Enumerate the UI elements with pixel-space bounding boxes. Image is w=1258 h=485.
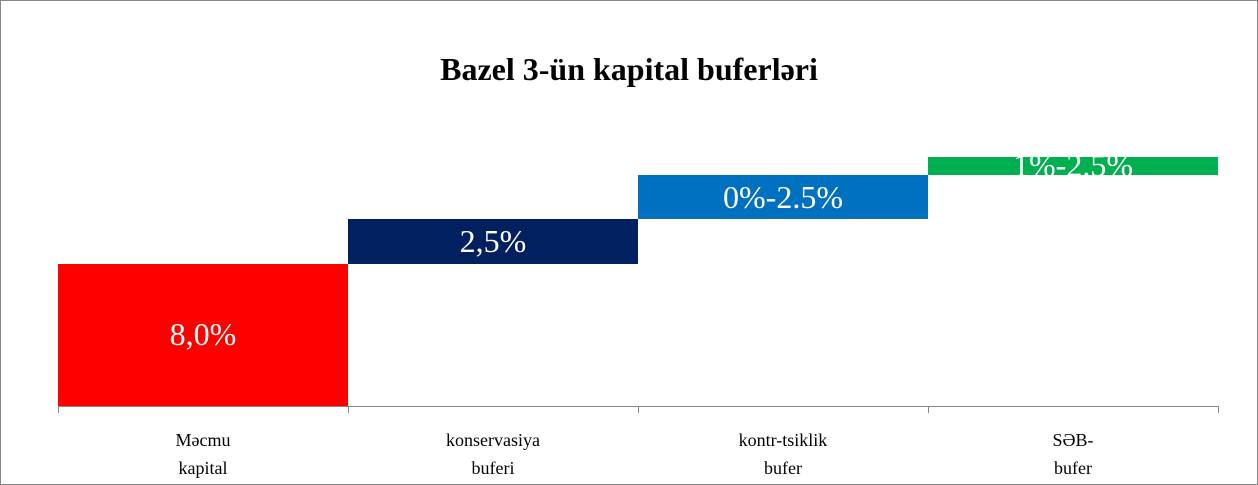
x-tick — [638, 406, 639, 413]
x-tick-label: kontr-tsiklik bufer — [738, 430, 828, 478]
data-label: 2,5% — [459, 222, 527, 259]
x-tick — [58, 406, 59, 413]
data-label: 0%-2.5% — [723, 178, 843, 215]
chart-title: Bazel 3-ün kapital buferləri — [440, 51, 818, 87]
data-label: 1%-2.5% — [1013, 147, 1133, 184]
x-tick — [928, 406, 929, 413]
bar: 8,0% — [58, 263, 348, 406]
x-tick-label: konservasiya buferi — [446, 430, 540, 478]
bar: 0%-2.5% — [638, 174, 928, 220]
x-tick-label: SƏB- bufer — [1052, 430, 1094, 478]
x-tick-label: Məcmu kapital — [175, 430, 231, 478]
bar: 2,5% — [348, 219, 638, 264]
x-tick — [1218, 406, 1219, 413]
x-tick — [348, 406, 349, 413]
data-label: 8,0% — [169, 316, 237, 353]
bar: 1%-2.5% — [928, 147, 1218, 183]
